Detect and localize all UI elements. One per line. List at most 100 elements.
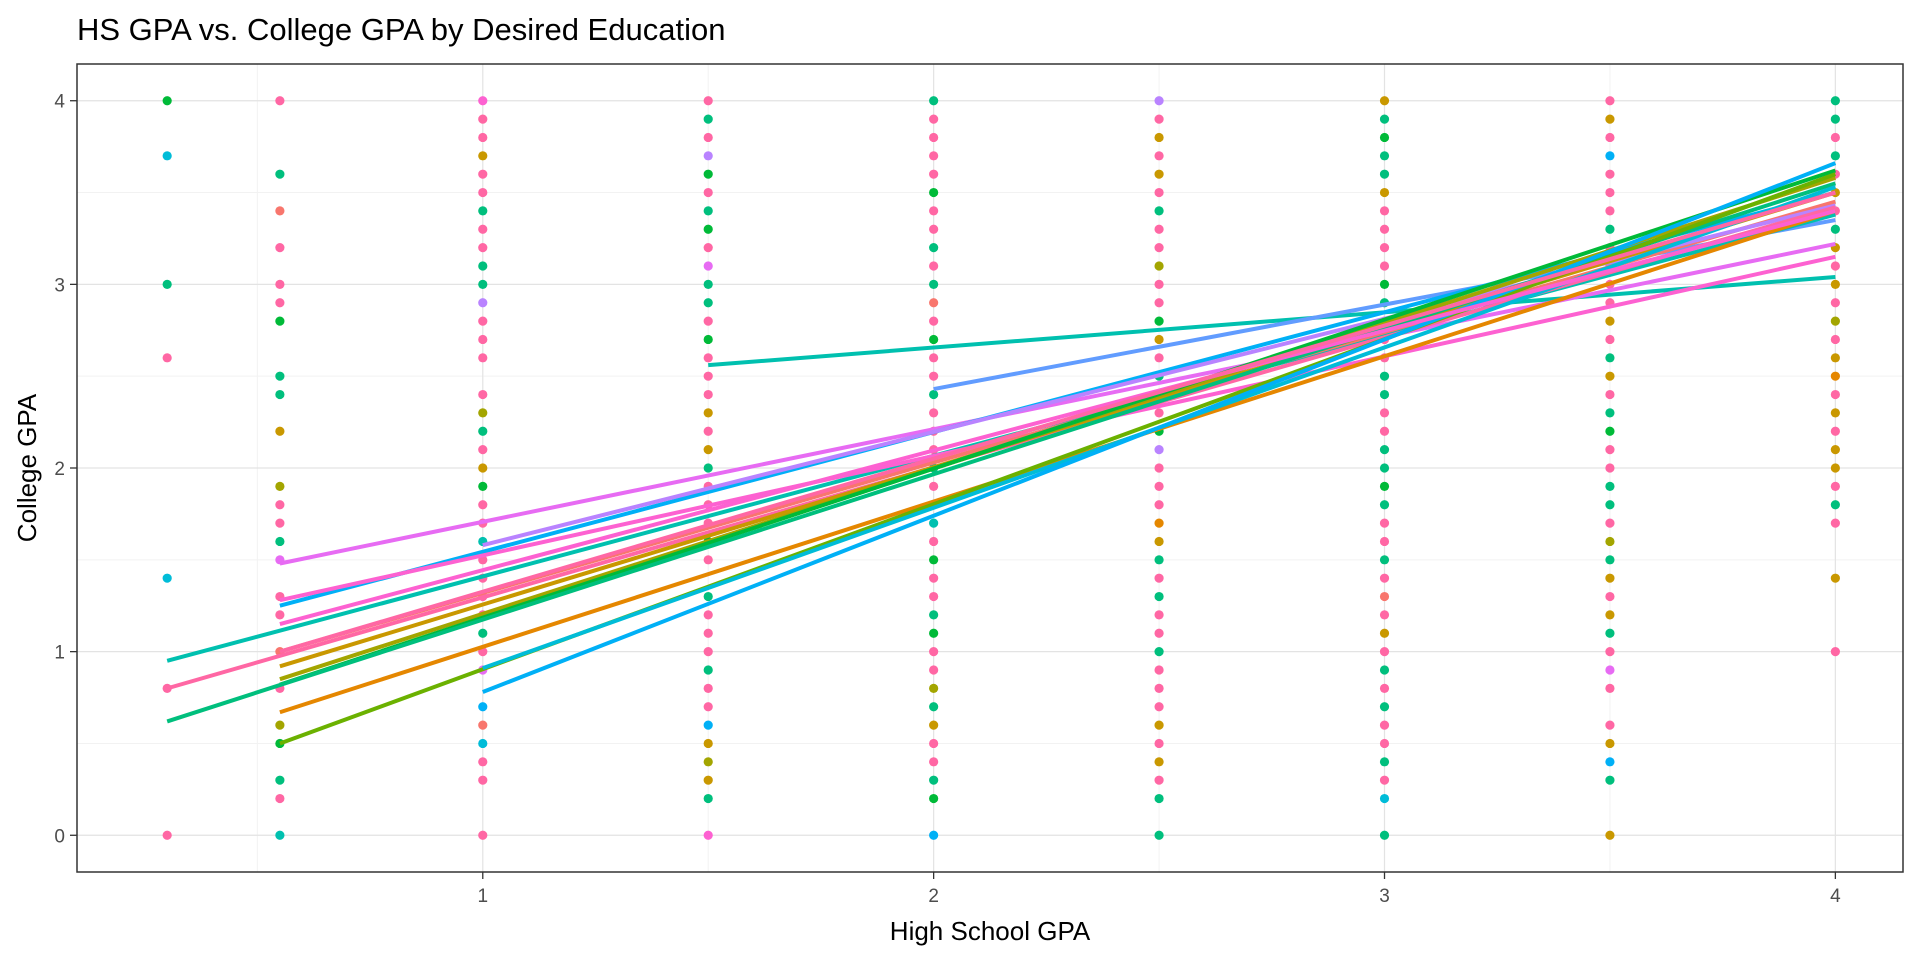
data-point <box>1154 683 1164 693</box>
data-point <box>703 334 713 345</box>
data-point <box>1379 132 1390 143</box>
data-point <box>275 536 285 547</box>
data-point <box>1379 261 1390 271</box>
data-point <box>478 775 488 785</box>
data-point <box>1154 316 1164 326</box>
data-point <box>1830 132 1840 143</box>
data-point <box>275 830 285 840</box>
data-point <box>1379 151 1390 161</box>
data-point <box>1379 830 1390 840</box>
data-point <box>929 316 939 326</box>
data-point <box>478 702 488 712</box>
data-point <box>1830 151 1840 161</box>
data-point <box>1154 243 1164 253</box>
data-point <box>1154 206 1164 216</box>
data-point <box>1154 775 1164 785</box>
data-point <box>1379 481 1390 491</box>
data-point <box>1379 555 1390 565</box>
data-point <box>929 169 939 179</box>
data-point <box>478 243 488 253</box>
data-point <box>162 151 172 161</box>
data-point <box>703 775 713 785</box>
data-point <box>1830 463 1840 473</box>
regression-line <box>279 208 1836 627</box>
data-point <box>703 353 713 363</box>
data-point <box>929 298 939 308</box>
data-point <box>1830 389 1840 400</box>
data-point <box>162 353 172 363</box>
x-tick-label: 1 <box>477 886 488 907</box>
data-point <box>1605 187 1615 198</box>
data-point <box>1379 665 1390 675</box>
data-point <box>275 793 285 804</box>
data-point <box>703 683 713 693</box>
data-point <box>1830 371 1840 381</box>
data-point <box>162 830 172 840</box>
data-point <box>703 408 713 418</box>
data-point <box>478 720 488 730</box>
x-tick-label: 2 <box>928 886 939 907</box>
data-point <box>275 500 285 510</box>
data-point <box>1605 628 1615 638</box>
data-point <box>929 96 939 106</box>
data-point <box>478 757 488 767</box>
data-point <box>1830 426 1840 436</box>
data-point <box>478 279 488 289</box>
data-point <box>1379 389 1390 400</box>
data-point <box>929 610 939 620</box>
y-tick-label: 2 <box>54 459 65 480</box>
regression-lines <box>166 161 1837 746</box>
data-point <box>1605 683 1615 693</box>
data-point <box>929 536 939 547</box>
data-point <box>1830 481 1840 491</box>
data-point <box>1154 500 1164 510</box>
data-point <box>1154 334 1164 345</box>
data-point <box>1830 224 1840 234</box>
data-point <box>275 206 285 216</box>
data-point <box>703 793 713 804</box>
data-point <box>275 96 285 106</box>
data-point <box>703 187 713 198</box>
data-point <box>478 738 488 749</box>
data-point <box>1605 389 1615 400</box>
data-point <box>703 279 713 289</box>
data-point <box>1379 591 1390 602</box>
data-point <box>1379 757 1390 767</box>
x-axis: 1 2 3 4 <box>477 872 1841 907</box>
data-point <box>929 518 939 528</box>
data-point <box>275 298 285 308</box>
data-point <box>1605 500 1615 510</box>
data-point <box>929 132 939 143</box>
data-points <box>162 96 1840 840</box>
data-point <box>703 720 713 730</box>
data-point <box>929 757 939 767</box>
data-point <box>1379 371 1390 381</box>
data-point <box>703 555 713 565</box>
data-point <box>1154 793 1164 804</box>
data-point <box>1830 353 1840 363</box>
data-point <box>1154 114 1164 124</box>
data-point <box>1605 830 1615 840</box>
data-point <box>1154 169 1164 179</box>
data-point <box>478 169 488 179</box>
data-point <box>478 426 488 436</box>
data-point <box>1605 334 1615 345</box>
data-point <box>275 243 285 253</box>
data-point <box>929 647 939 657</box>
data-point <box>478 481 488 491</box>
data-point <box>1605 151 1615 161</box>
data-point <box>1830 316 1840 326</box>
data-point <box>703 426 713 436</box>
data-point <box>929 738 939 749</box>
data-point <box>478 408 488 418</box>
data-point <box>1154 665 1164 675</box>
data-point <box>703 830 713 840</box>
data-point <box>1830 408 1840 418</box>
data-point <box>703 647 713 657</box>
data-point <box>1379 279 1390 289</box>
data-point <box>1154 408 1164 418</box>
data-point <box>478 151 488 161</box>
data-point <box>1154 720 1164 730</box>
data-point <box>703 169 713 179</box>
data-point <box>929 408 939 418</box>
